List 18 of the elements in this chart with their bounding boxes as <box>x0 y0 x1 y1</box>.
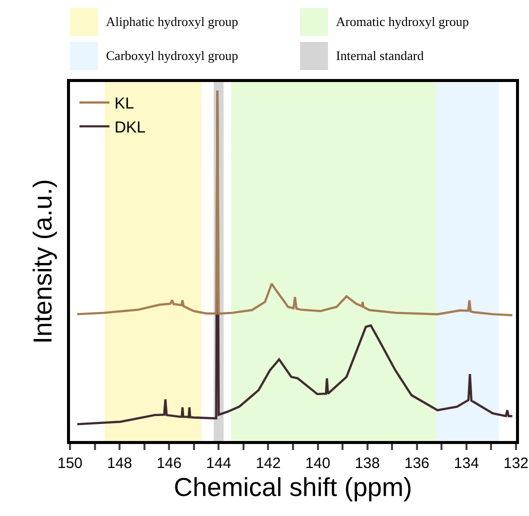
legend-label: Aromatic hydroxyl group <box>336 14 469 30</box>
legend-label: Internal standard <box>336 48 424 64</box>
legend-label: Aliphatic hydroxyl group <box>106 14 238 30</box>
legend-label: DKL <box>114 120 146 137</box>
x-tick-label: 146 <box>156 455 182 472</box>
legend-label: KL <box>114 96 134 113</box>
x-tick-label: 134 <box>454 455 479 472</box>
x-tick-label: 140 <box>305 455 330 472</box>
x-tick-label: 132 <box>503 455 529 472</box>
x-tick-label: 138 <box>354 455 380 472</box>
x-axis-title: Chemical shift (ppm) <box>174 472 412 502</box>
y-axis-title: Intensity (a.u.) <box>27 179 58 344</box>
x-tick-label: 150 <box>57 455 83 472</box>
x-tick-label: 148 <box>107 455 132 472</box>
x-tick-label: 136 <box>404 455 430 472</box>
x-tick-label: 142 <box>256 455 281 472</box>
x-tick-label: 144 <box>206 455 232 472</box>
legend-label: Carboxyl hydroxyl group <box>106 48 238 64</box>
